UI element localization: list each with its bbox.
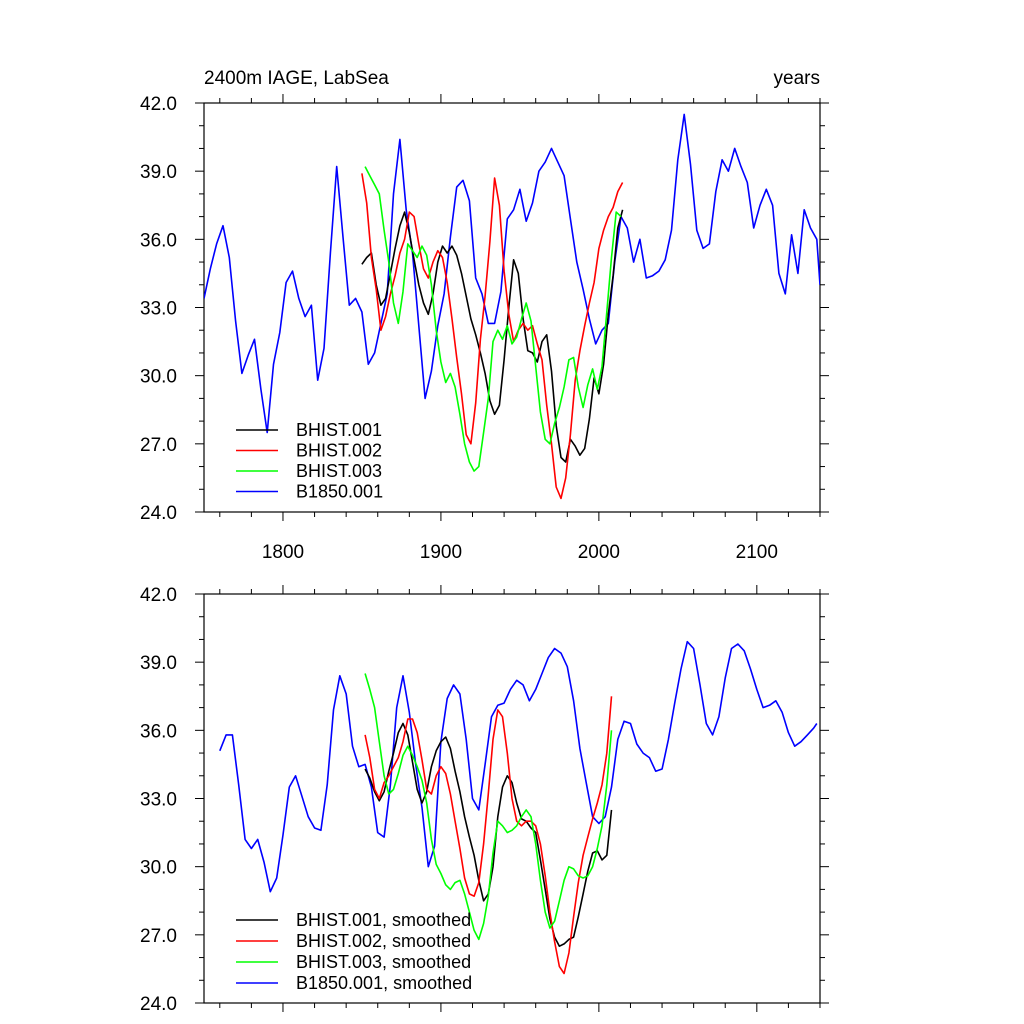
- y-tick-label: 27.0: [140, 926, 177, 947]
- y-tick-label: 36.0: [140, 230, 177, 251]
- x-tick-label: 2000: [578, 542, 620, 563]
- y-tick-label: 33.0: [140, 299, 177, 320]
- legend-entry: B1850.001: [296, 482, 383, 502]
- series-line-bhist-002: [361, 173, 624, 500]
- series-line-bhist-002-smoothed: [364, 696, 613, 975]
- y-tick-label: 39.0: [140, 653, 177, 674]
- top-panel: 42.0 39.0 36.0 33.0 30.0 27.0 24.0 1800 1900 2000…: [140, 94, 829, 563]
- legend-entry: BHIST.001, smoothed: [296, 910, 471, 930]
- series-line-bhist-001: [361, 209, 624, 463]
- legend-entry: BHIST.003: [296, 461, 382, 481]
- y-tick-label: 42.0: [140, 585, 177, 606]
- y-tick-label: 24.0: [140, 994, 177, 1015]
- x-tick-label: 1900: [420, 542, 462, 563]
- x-tick-label: 2100: [736, 542, 778, 563]
- series-line-bhist-003: [364, 166, 622, 472]
- legend-entry: BHIST.001: [296, 420, 382, 440]
- y-tick-label: 30.0: [140, 367, 177, 388]
- series-group: [204, 113, 820, 500]
- series-line-b1850-001: [204, 113, 820, 434]
- chart-title: 2400m IAGE, LabSea: [204, 68, 389, 89]
- legend-entry: BHIST.002: [296, 441, 382, 461]
- series-group: [219, 640, 818, 975]
- y-tick-label: 24.0: [140, 503, 177, 524]
- legend-entry: BHIST.003, smoothed: [296, 952, 471, 972]
- legend-entry: B1850.001, smoothed: [296, 973, 472, 993]
- y-tick-label: 27.0: [140, 435, 177, 456]
- bottom-panel: 42.0 39.0 36.0 33.0 30.0 27.0 24.0 BHIST.001, s…: [140, 585, 829, 1015]
- legend-entry: BHIST.002, smoothed: [296, 931, 471, 951]
- chart-units: years: [774, 68, 820, 89]
- x-tick-label: 1800: [262, 542, 304, 563]
- y-tick-label: 39.0: [140, 162, 177, 183]
- series-line-b1850-001-smoothed: [219, 640, 818, 893]
- y-tick-label: 42.0: [140, 94, 177, 115]
- y-tick-label: 36.0: [140, 721, 177, 742]
- y-tick-label: 30.0: [140, 858, 177, 879]
- y-tick-label: 33.0: [140, 790, 177, 811]
- series-line-bhist-003-smoothed: [364, 673, 613, 941]
